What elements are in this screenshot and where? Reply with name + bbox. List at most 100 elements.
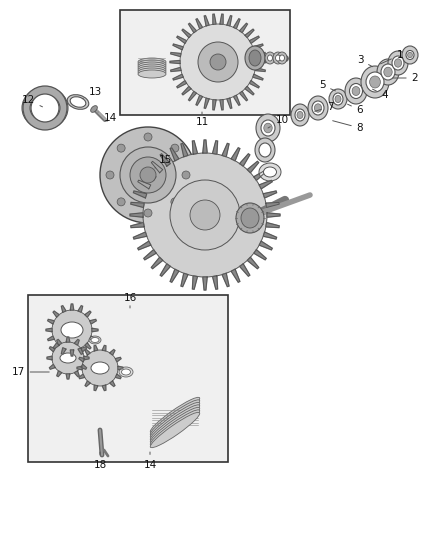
Ellipse shape bbox=[255, 138, 275, 162]
Polygon shape bbox=[204, 98, 209, 108]
Polygon shape bbox=[170, 148, 179, 161]
Ellipse shape bbox=[150, 402, 200, 438]
Polygon shape bbox=[255, 67, 265, 71]
Ellipse shape bbox=[273, 52, 283, 64]
Ellipse shape bbox=[150, 397, 200, 433]
Ellipse shape bbox=[150, 407, 200, 443]
Ellipse shape bbox=[406, 51, 414, 60]
Circle shape bbox=[171, 144, 179, 152]
Polygon shape bbox=[171, 53, 181, 56]
Ellipse shape bbox=[87, 359, 113, 377]
Ellipse shape bbox=[308, 96, 328, 120]
Ellipse shape bbox=[138, 66, 166, 74]
Ellipse shape bbox=[264, 123, 272, 133]
Ellipse shape bbox=[121, 369, 131, 375]
Ellipse shape bbox=[259, 163, 281, 181]
Ellipse shape bbox=[329, 89, 347, 109]
Ellipse shape bbox=[268, 55, 272, 61]
Polygon shape bbox=[66, 374, 70, 379]
Polygon shape bbox=[74, 371, 79, 377]
Polygon shape bbox=[254, 249, 266, 260]
Polygon shape bbox=[245, 29, 254, 38]
Circle shape bbox=[210, 54, 226, 70]
Ellipse shape bbox=[256, 114, 280, 142]
Polygon shape bbox=[173, 74, 183, 80]
Ellipse shape bbox=[335, 95, 341, 102]
Polygon shape bbox=[57, 371, 62, 377]
Polygon shape bbox=[263, 232, 277, 239]
Text: 7: 7 bbox=[314, 102, 333, 112]
Polygon shape bbox=[182, 29, 191, 38]
Polygon shape bbox=[46, 328, 52, 332]
Polygon shape bbox=[213, 14, 216, 25]
Ellipse shape bbox=[333, 93, 343, 105]
Circle shape bbox=[144, 133, 152, 141]
Polygon shape bbox=[79, 357, 85, 362]
Polygon shape bbox=[263, 191, 277, 198]
Polygon shape bbox=[173, 44, 183, 50]
Ellipse shape bbox=[70, 97, 86, 107]
Polygon shape bbox=[253, 44, 263, 50]
Ellipse shape bbox=[314, 104, 321, 112]
Text: 13: 13 bbox=[82, 87, 102, 99]
Polygon shape bbox=[192, 276, 198, 289]
Text: 12: 12 bbox=[21, 95, 42, 107]
Ellipse shape bbox=[67, 95, 89, 109]
Ellipse shape bbox=[394, 59, 402, 67]
Circle shape bbox=[82, 350, 118, 386]
Polygon shape bbox=[222, 273, 229, 287]
Polygon shape bbox=[131, 223, 144, 228]
Circle shape bbox=[52, 342, 84, 374]
Ellipse shape bbox=[138, 70, 166, 78]
Polygon shape bbox=[74, 340, 79, 345]
Polygon shape bbox=[70, 304, 74, 310]
Ellipse shape bbox=[370, 76, 380, 88]
Polygon shape bbox=[222, 143, 229, 157]
Polygon shape bbox=[78, 306, 83, 312]
Polygon shape bbox=[131, 203, 144, 207]
Text: 17: 17 bbox=[11, 367, 49, 377]
Ellipse shape bbox=[150, 413, 200, 448]
Polygon shape bbox=[48, 336, 54, 341]
Polygon shape bbox=[231, 269, 240, 282]
Polygon shape bbox=[177, 80, 187, 88]
Polygon shape bbox=[212, 141, 218, 154]
Polygon shape bbox=[115, 374, 121, 378]
Polygon shape bbox=[66, 337, 70, 342]
Polygon shape bbox=[196, 19, 202, 29]
Polygon shape bbox=[85, 311, 91, 317]
Circle shape bbox=[100, 127, 196, 223]
Polygon shape bbox=[160, 264, 170, 276]
Ellipse shape bbox=[138, 64, 166, 72]
Polygon shape bbox=[245, 86, 254, 95]
Polygon shape bbox=[259, 241, 272, 250]
Ellipse shape bbox=[150, 400, 200, 435]
Ellipse shape bbox=[150, 405, 200, 440]
Ellipse shape bbox=[350, 84, 363, 99]
Text: 8: 8 bbox=[333, 120, 363, 133]
Polygon shape bbox=[49, 365, 55, 369]
Text: 1: 1 bbox=[381, 50, 403, 64]
Polygon shape bbox=[92, 328, 98, 332]
Polygon shape bbox=[115, 357, 121, 362]
Polygon shape bbox=[231, 148, 240, 161]
Circle shape bbox=[130, 157, 166, 193]
Polygon shape bbox=[255, 53, 265, 56]
Polygon shape bbox=[253, 74, 263, 80]
Ellipse shape bbox=[119, 367, 133, 377]
Polygon shape bbox=[188, 91, 196, 101]
Polygon shape bbox=[250, 36, 259, 43]
Text: 5: 5 bbox=[319, 80, 336, 91]
Circle shape bbox=[171, 198, 179, 206]
Polygon shape bbox=[250, 80, 259, 88]
Polygon shape bbox=[188, 23, 196, 33]
Polygon shape bbox=[247, 161, 259, 173]
Ellipse shape bbox=[377, 59, 399, 85]
Bar bbox=[120, 10, 290, 115]
Polygon shape bbox=[85, 381, 90, 386]
Polygon shape bbox=[138, 180, 151, 189]
Polygon shape bbox=[130, 213, 143, 217]
Ellipse shape bbox=[361, 66, 389, 98]
Polygon shape bbox=[181, 143, 188, 157]
Ellipse shape bbox=[241, 208, 259, 228]
